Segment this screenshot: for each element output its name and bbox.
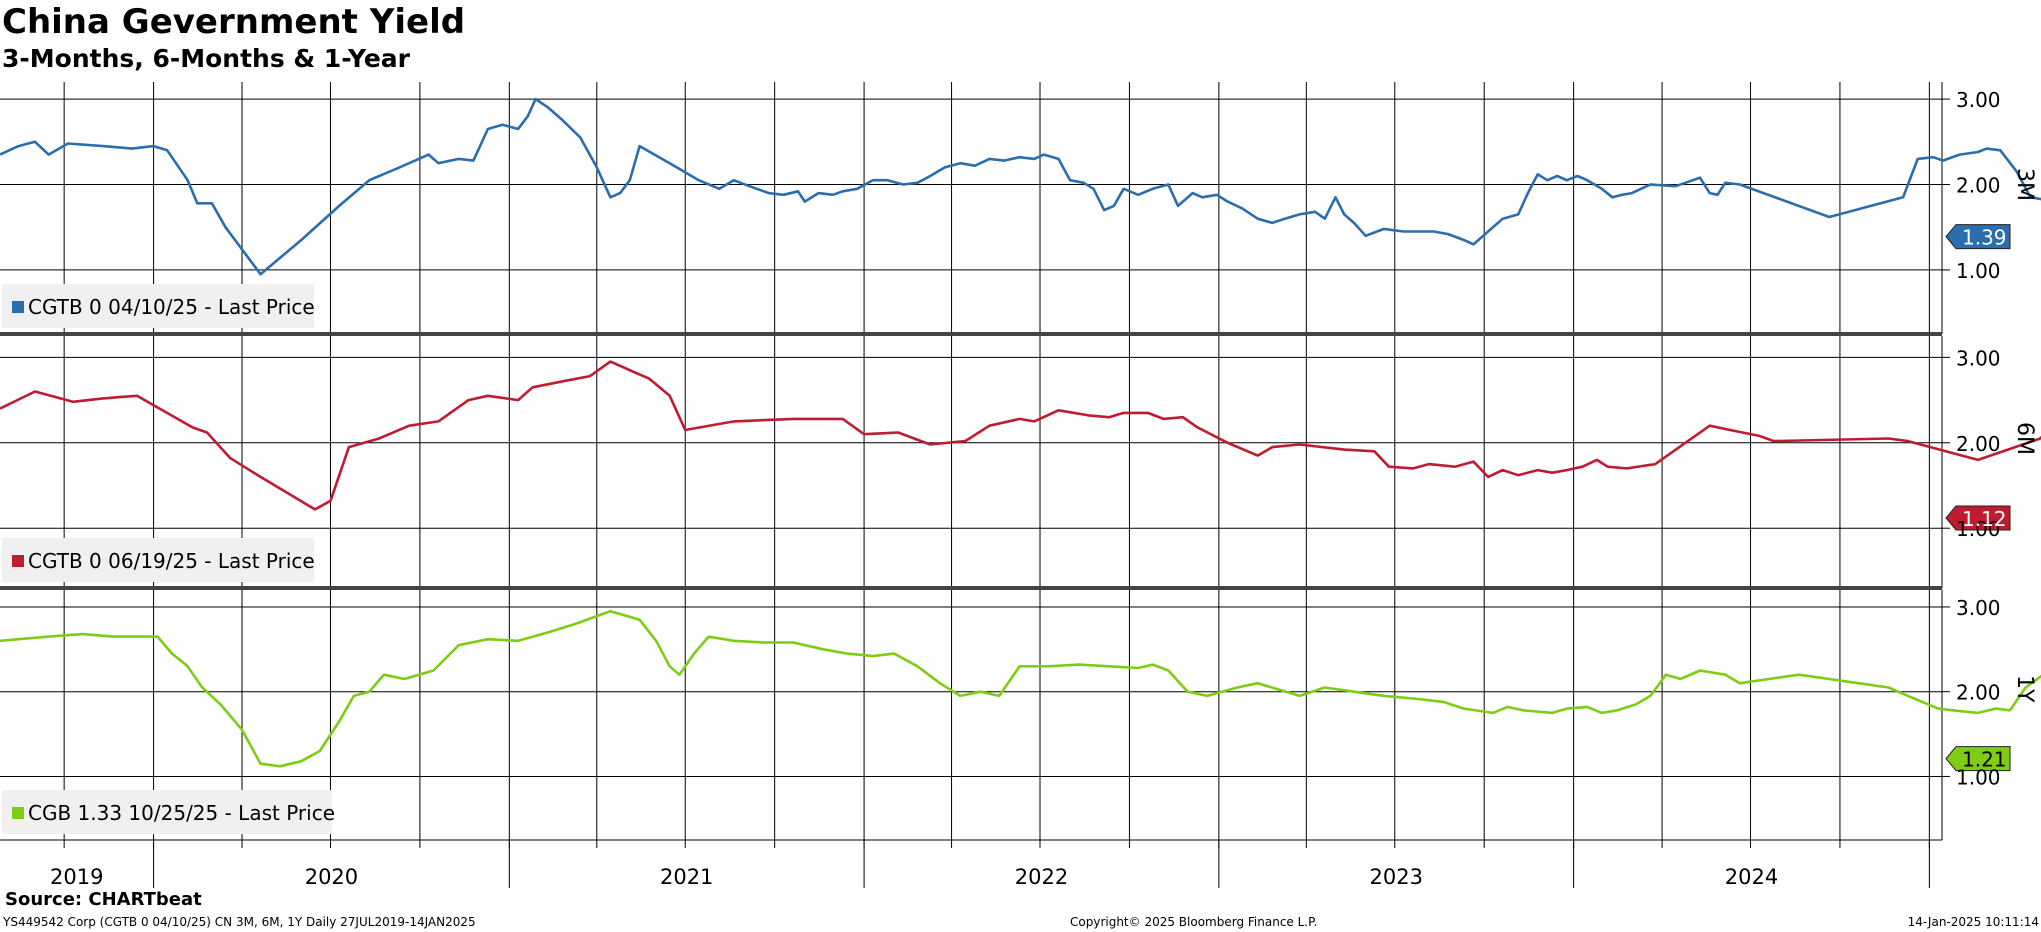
- legend-swatch: [12, 301, 24, 313]
- panel-separator: [0, 586, 1942, 590]
- last-value-marker: [1945, 505, 2011, 531]
- legend-label: CGTB 0 06/19/25 - Last Price: [28, 549, 315, 573]
- legend-label: CGTB 0 04/10/25 - Last Price: [28, 295, 315, 319]
- y-tick-label: 2.00: [1956, 432, 2001, 456]
- footer-ticker-info: YS449542 Corp (CGTB 0 04/10/25) CN 3M, 6…: [3, 915, 476, 929]
- footer-timestamp: 14-Jan-2025 10:11:14: [1907, 915, 2039, 929]
- x-tick-label: 2021: [660, 865, 713, 889]
- x-axis: [0, 839, 1942, 888]
- x-tick-label: 2022: [1015, 865, 1068, 889]
- last-value-label: 1.21: [1962, 748, 2007, 772]
- panel-6m: [0, 336, 2041, 588]
- panel-1y: [0, 590, 2041, 840]
- chart-subtitle: 3-Months, 6-Months & 1-Year: [2, 44, 410, 73]
- series-line-6m: [0, 360, 2041, 511]
- footer-copyright: Copyright© 2025 Bloomberg Finance L.P.: [1070, 915, 1318, 929]
- series-line-1y: [0, 609, 2041, 768]
- y-tick-label: 2.00: [1956, 174, 2001, 198]
- last-value-label: 1.12: [1962, 507, 2007, 531]
- panel-axis-label: 6M: [2012, 422, 2037, 455]
- y-tick-label: 1.00: [1956, 259, 2001, 283]
- x-tick-label: 2020: [305, 865, 358, 889]
- panel-axis-label: 1Y: [2012, 675, 2037, 703]
- y-tick-label: 3.00: [1956, 596, 2001, 620]
- chart-title: China Gevernment Yield: [2, 2, 466, 42]
- legend-box: [2, 284, 314, 328]
- legend-swatch: [12, 807, 24, 819]
- source-note: Source: CHARTbeat: [5, 889, 202, 910]
- x-tick-label: 2024: [1725, 865, 1778, 889]
- x-tick-label: 2023: [1370, 865, 1423, 889]
- y-tick-label: 3.00: [1956, 88, 2001, 112]
- y-tick-label: 3.00: [1956, 346, 2001, 370]
- y-tick-label: 1.00: [1956, 517, 2001, 541]
- series-line-3m: [0, 97, 2041, 276]
- panel-separator: [0, 332, 1942, 336]
- legend-box: [2, 538, 314, 582]
- panel-3m: [0, 82, 2041, 334]
- y-tick-label: 1.00: [1956, 765, 2001, 789]
- panel-axis-label: 3M: [2012, 168, 2037, 201]
- legend-box: [2, 790, 332, 834]
- last-value-marker: [1945, 746, 2011, 772]
- legend-label: CGB 1.33 10/25/25 - Last Price: [28, 801, 335, 825]
- last-value-marker: [1945, 224, 2011, 250]
- x-tick-label: 2019: [50, 865, 103, 889]
- gridlines: [63, 82, 1930, 840]
- y-tick-label: 2.00: [1956, 681, 2001, 705]
- legend-swatch: [12, 555, 24, 567]
- last-value-label: 1.39: [1962, 226, 2007, 250]
